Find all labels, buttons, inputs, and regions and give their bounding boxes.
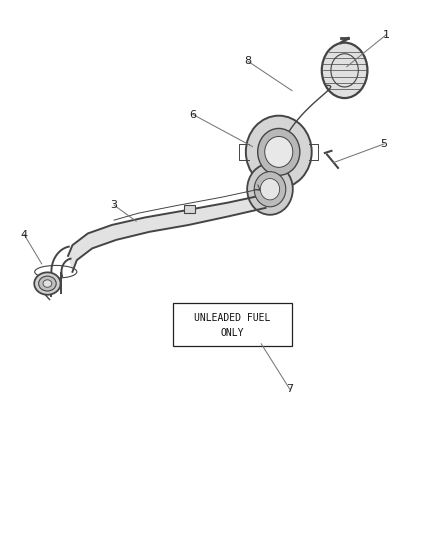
FancyBboxPatch shape	[184, 205, 195, 213]
FancyBboxPatch shape	[173, 303, 291, 346]
Ellipse shape	[260, 179, 279, 200]
Ellipse shape	[34, 272, 60, 295]
Ellipse shape	[245, 116, 311, 188]
Ellipse shape	[321, 43, 367, 98]
Ellipse shape	[39, 276, 56, 291]
Text: 6: 6	[189, 110, 196, 119]
Text: ONLY: ONLY	[220, 328, 244, 338]
Text: 5: 5	[380, 139, 387, 149]
Ellipse shape	[257, 128, 299, 175]
Text: 1: 1	[382, 30, 389, 39]
Text: UNLEADED FUEL: UNLEADED FUEL	[194, 313, 270, 322]
Text: 8: 8	[244, 56, 251, 66]
Text: 4: 4	[21, 230, 28, 239]
Polygon shape	[68, 195, 265, 272]
Ellipse shape	[247, 164, 292, 215]
Text: 3: 3	[110, 200, 117, 210]
Ellipse shape	[254, 172, 285, 207]
Ellipse shape	[264, 136, 292, 167]
Text: 7: 7	[286, 384, 293, 394]
Ellipse shape	[43, 280, 52, 287]
